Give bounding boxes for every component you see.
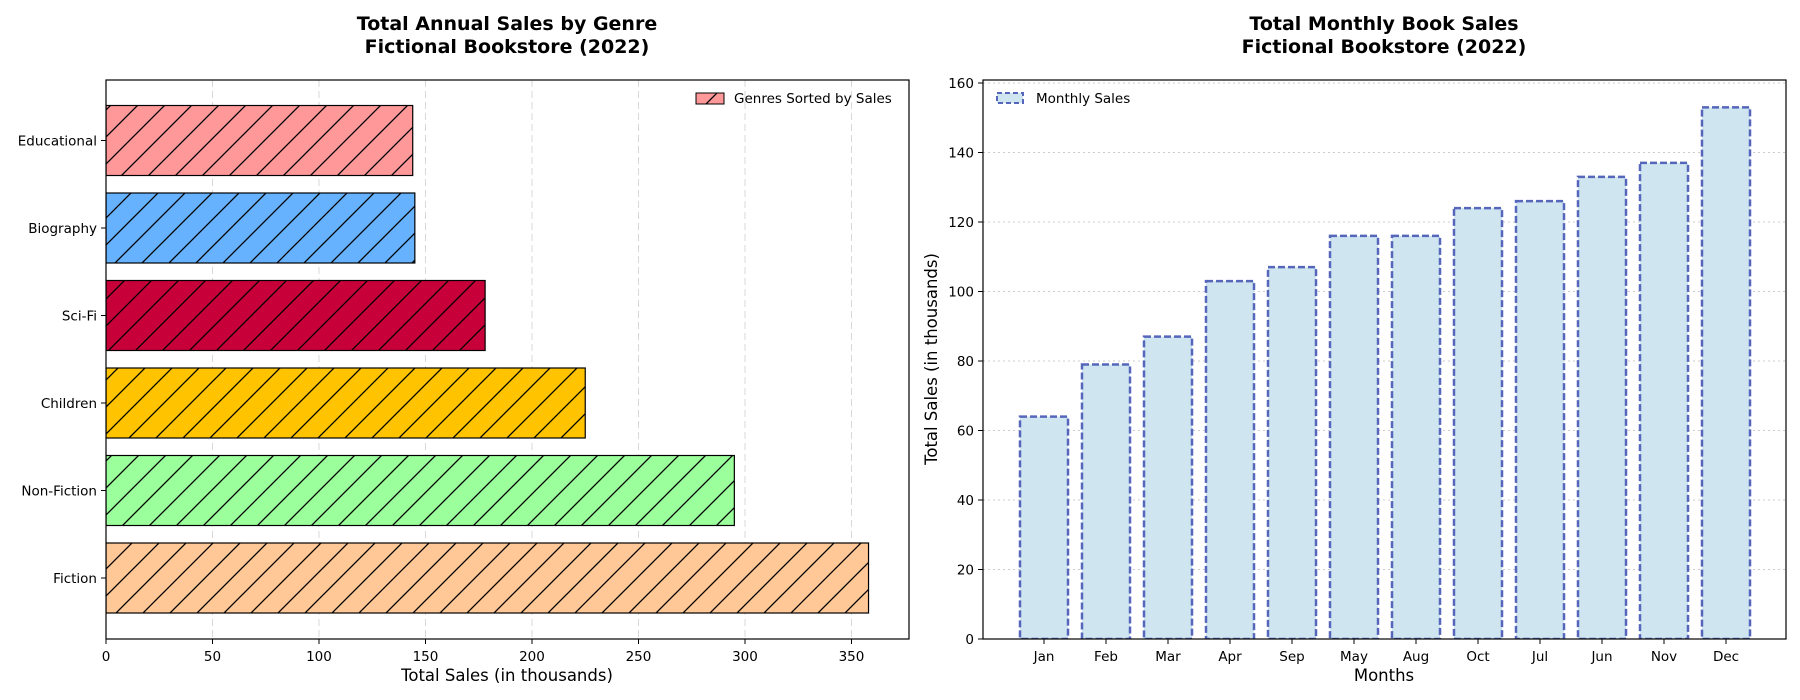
month-bar [1514, 199, 1566, 639]
month-bar [1266, 265, 1318, 639]
left-x-tick-label: 0 [102, 649, 111, 665]
month-label: Jun [1590, 649, 1612, 665]
month-label: Nov [1651, 649, 1677, 665]
left-x-tick-label: 350 [839, 649, 865, 665]
month-bar [1576, 175, 1628, 639]
right-chart-title-line2: Fictional Bookstore (2022) [1242, 36, 1527, 58]
genre-bar-hatch [106, 104, 414, 177]
genre-label: Fiction [53, 571, 97, 587]
month-bar [1142, 335, 1194, 639]
right-y-tick-label: 100 [948, 285, 974, 301]
month-bar [1080, 363, 1132, 639]
month-label: Dec [1713, 649, 1739, 665]
genre-bar-hatch [106, 454, 735, 527]
right-y-tick-label: 0 [965, 632, 974, 648]
month-bar [1452, 206, 1504, 639]
month-bar [1390, 234, 1442, 639]
left-x-tick-label: 300 [732, 649, 758, 665]
month-label: Mar [1155, 649, 1181, 665]
genre-bar-hatch [106, 542, 870, 614]
left-legend-label: Genres Sorted by Sales [734, 91, 892, 107]
right-y-tick-label: 20 [957, 563, 974, 579]
left-bars [106, 104, 870, 614]
monthly-sales-chart: Total Monthly Book Sales Fictional Books… [922, 13, 1787, 685]
month-bar [1328, 234, 1380, 639]
left-y-ticks: Fiction Non-Fiction Children Sci-Fi Biograph… [18, 134, 106, 587]
right-y-tick-label: 160 [948, 76, 974, 92]
left-legend: Genres Sorted by Sales [695, 91, 892, 107]
right-legend: Monthly Sales [996, 91, 1130, 107]
right-y-tick-label: 40 [957, 493, 974, 509]
month-bar [1018, 415, 1070, 639]
month-label: Aug [1403, 649, 1429, 665]
right-legend-label: Monthly Sales [1036, 91, 1130, 107]
left-chart-title-line1: Total Annual Sales by Genre [357, 13, 657, 35]
month-label: Feb [1094, 649, 1118, 665]
month-label: Sep [1279, 649, 1304, 665]
month-bar [1638, 161, 1690, 639]
left-x-ticks: 0 50 100 150 200 250 300 350 [102, 639, 865, 665]
left-x-tick-label: 250 [626, 649, 652, 665]
genre-bar-hatch [106, 192, 416, 264]
month-label: Jul [1531, 649, 1548, 665]
genre-label: Non-Fiction [21, 484, 97, 500]
month-label: Apr [1218, 649, 1242, 665]
right-y-ticks: 0 20 40 60 80 100 120 140 160 [948, 76, 983, 648]
genre-bar-hatch [106, 367, 586, 439]
right-y-axis-label: Total Sales (in thousands) [922, 253, 941, 466]
left-chart-title-line2: Fictional Bookstore (2022) [365, 36, 650, 58]
left-x-tick-label: 150 [413, 649, 439, 665]
genre-label: Children [41, 396, 97, 412]
left-x-tick-label: 200 [519, 649, 545, 665]
right-y-tick-label: 120 [948, 215, 974, 231]
month-bar [1204, 279, 1256, 639]
left-x-tick-label: 50 [204, 649, 221, 665]
right-chart-title-line1: Total Monthly Book Sales [1249, 13, 1518, 35]
month-label: Oct [1466, 649, 1489, 665]
genre-bar-hatch [106, 279, 486, 352]
genre-label: Sci-Fi [62, 309, 97, 325]
right-legend-swatch [996, 92, 1024, 104]
genre-label: Biography [28, 221, 97, 237]
right-x-ticks: Jan Feb Mar Apr Sep May Aug Oct Jul Jun Nov Dec [1033, 639, 1739, 665]
month-label: Jan [1033, 649, 1055, 665]
right-x-axis-label: Months [1354, 666, 1414, 685]
right-bars [1018, 106, 1752, 639]
right-y-tick-label: 140 [948, 146, 974, 162]
left-x-tick-label: 100 [306, 649, 332, 665]
genre-label: Educational [18, 134, 97, 150]
month-bar [1700, 106, 1752, 639]
month-label: May [1340, 649, 1368, 665]
right-y-tick-label: 80 [957, 354, 974, 370]
right-grid [983, 82, 1786, 570]
left-x-axis-label: Total Sales (in thousands) [400, 666, 613, 685]
left-plot-frame [105, 79, 910, 640]
right-y-tick-label: 60 [957, 424, 974, 440]
genre-sales-chart: Total Annual Sales by Genre Fictional Bo… [18, 13, 910, 685]
right-plot-frame [982, 79, 1787, 640]
